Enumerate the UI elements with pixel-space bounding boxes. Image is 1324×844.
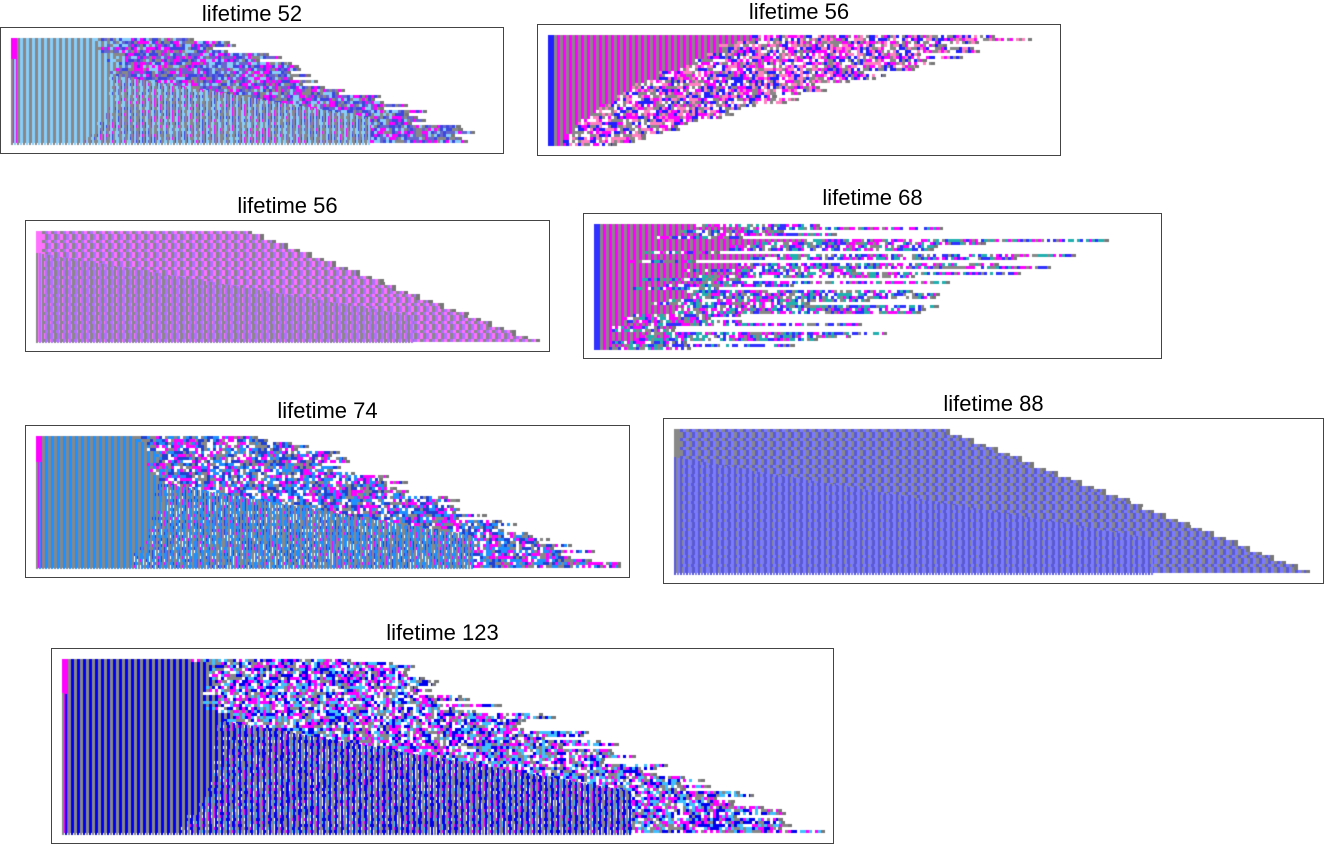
panel-title: lifetime 88 — [943, 391, 1044, 416]
evolution-plot — [0, 27, 504, 154]
panel-title: lifetime 68 — [822, 185, 923, 210]
evolution-plot — [663, 418, 1324, 584]
evolution-plot — [51, 648, 834, 844]
evolution-canvas — [26, 426, 629, 577]
panel-title: lifetime 74 — [277, 398, 378, 423]
panel-3: lifetime 56 — [25, 194, 550, 352]
evolution-canvas — [52, 649, 833, 843]
panel-title: lifetime 52 — [201, 1, 303, 26]
evolution-canvas — [26, 221, 549, 351]
panel-5: lifetime 74 — [25, 399, 630, 578]
panel-title: lifetime 56 — [748, 0, 850, 24]
evolution-plot — [25, 425, 630, 578]
panel-title: lifetime 123 — [386, 620, 499, 645]
evolution-canvas — [1, 28, 503, 153]
panel-title: lifetime 56 — [237, 193, 338, 218]
panel-1: lifetime 52 — [0, 2, 504, 154]
panel-2: lifetime 56 — [537, 0, 1061, 156]
evolution-canvas — [664, 419, 1323, 583]
evolution-plot — [25, 220, 550, 352]
evolution-plot — [583, 213, 1162, 359]
panel-6: lifetime 88 — [663, 392, 1324, 584]
evolution-canvas — [538, 25, 1060, 155]
evolution-plot — [537, 24, 1061, 156]
evolution-canvas — [584, 214, 1161, 358]
panel-7: lifetime 123 — [51, 621, 834, 844]
panel-4: lifetime 68 — [583, 186, 1162, 359]
